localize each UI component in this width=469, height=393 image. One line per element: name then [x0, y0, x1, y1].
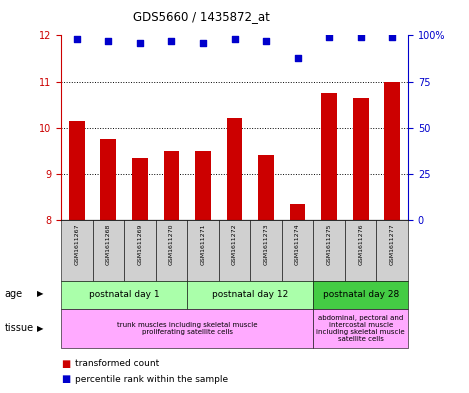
- Text: ▶: ▶: [37, 324, 43, 332]
- Bar: [227, 119, 242, 220]
- Point: [136, 40, 144, 46]
- Point: [73, 36, 81, 42]
- Text: GSM1611269: GSM1611269: [137, 223, 143, 264]
- Point: [262, 38, 270, 44]
- Bar: [61, 309, 313, 348]
- Bar: [313, 220, 345, 281]
- Text: percentile rank within the sample: percentile rank within the sample: [75, 375, 228, 384]
- Bar: [61, 220, 92, 281]
- Bar: [258, 155, 274, 220]
- Text: abdominal, pectoral and
intercostal muscle
including skeletal muscle
satellite c: abdominal, pectoral and intercostal musc…: [317, 315, 405, 342]
- Text: tissue: tissue: [5, 323, 34, 333]
- Text: GSM1611270: GSM1611270: [169, 223, 174, 264]
- Bar: [187, 220, 219, 281]
- Point: [167, 38, 175, 44]
- Bar: [219, 220, 250, 281]
- Text: GDS5660 / 1435872_at: GDS5660 / 1435872_at: [133, 10, 270, 23]
- Point: [105, 38, 112, 44]
- Text: GSM1611272: GSM1611272: [232, 223, 237, 265]
- Bar: [377, 220, 408, 281]
- Text: GSM1611267: GSM1611267: [74, 223, 79, 264]
- Point: [294, 54, 302, 61]
- Bar: [321, 93, 337, 220]
- Bar: [187, 281, 313, 309]
- Text: transformed count: transformed count: [75, 359, 159, 368]
- Text: ■: ■: [61, 358, 70, 369]
- Bar: [313, 309, 408, 348]
- Text: GSM1611268: GSM1611268: [106, 223, 111, 264]
- Text: age: age: [5, 289, 23, 299]
- Bar: [282, 220, 313, 281]
- Text: GSM1611276: GSM1611276: [358, 223, 363, 264]
- Text: ▶: ▶: [37, 290, 43, 298]
- Bar: [290, 204, 305, 220]
- Text: GSM1611271: GSM1611271: [200, 223, 205, 264]
- Bar: [353, 98, 369, 220]
- Text: postnatal day 28: postnatal day 28: [323, 290, 399, 299]
- Text: ■: ■: [61, 374, 70, 384]
- Text: GSM1611273: GSM1611273: [264, 223, 269, 265]
- Bar: [345, 220, 377, 281]
- Bar: [156, 220, 187, 281]
- Bar: [69, 121, 84, 220]
- Bar: [100, 139, 116, 220]
- Bar: [124, 220, 156, 281]
- Point: [357, 34, 364, 40]
- Text: trunk muscles including skeletal muscle
proliferating satellite cells: trunk muscles including skeletal muscle …: [117, 321, 257, 335]
- Point: [199, 40, 207, 46]
- Bar: [195, 151, 211, 220]
- Point: [325, 34, 333, 40]
- Bar: [92, 220, 124, 281]
- Text: postnatal day 1: postnatal day 1: [89, 290, 159, 299]
- Text: postnatal day 12: postnatal day 12: [212, 290, 288, 299]
- Bar: [61, 281, 187, 309]
- Bar: [385, 82, 400, 220]
- Text: GSM1611274: GSM1611274: [295, 223, 300, 265]
- Point: [231, 36, 238, 42]
- Point: [388, 34, 396, 40]
- Bar: [250, 220, 282, 281]
- Bar: [313, 281, 408, 309]
- Text: GSM1611277: GSM1611277: [390, 223, 395, 265]
- Text: GSM1611275: GSM1611275: [326, 223, 332, 264]
- Bar: [164, 151, 179, 220]
- Bar: [132, 158, 148, 220]
